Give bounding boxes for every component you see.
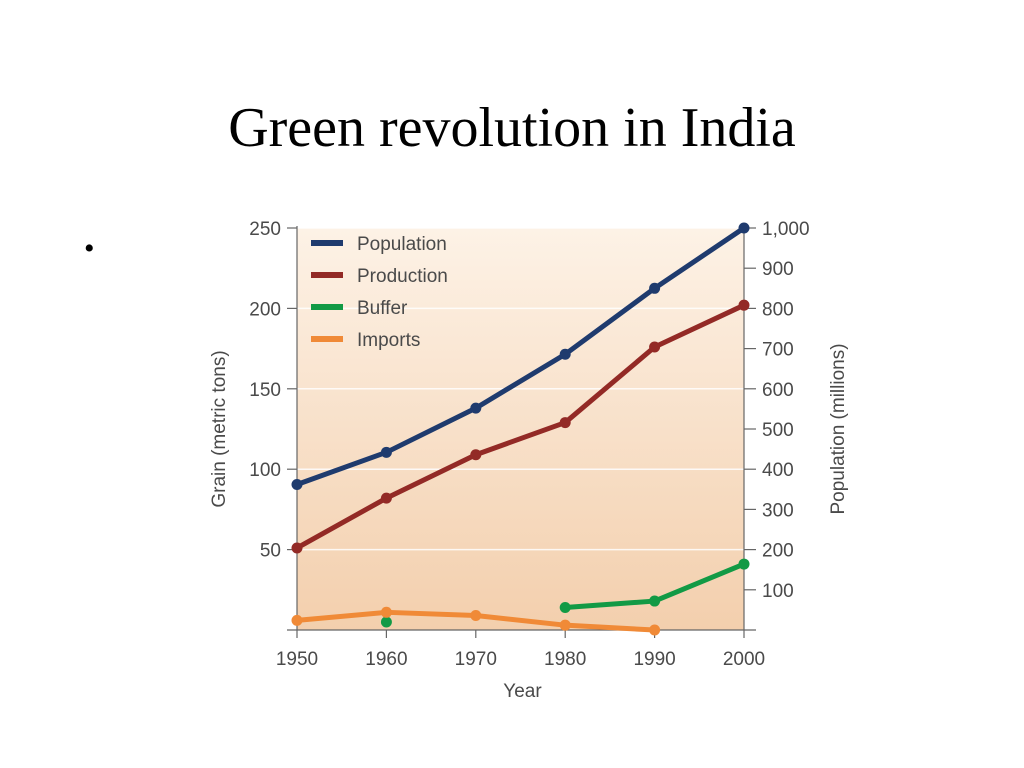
series-line-production xyxy=(294,302,747,551)
y-right-tick-label: 600 xyxy=(762,380,794,401)
x-tick-label: 1960 xyxy=(365,649,407,670)
y-right-tick-label: 900 xyxy=(762,259,794,280)
y-right-tick-label: 700 xyxy=(762,340,794,361)
data-point-production xyxy=(470,449,482,461)
data-point-production xyxy=(738,299,750,311)
data-point-imports xyxy=(291,614,303,626)
y-right-tick-label: 100 xyxy=(762,581,794,602)
data-point-population xyxy=(291,478,303,490)
data-point-production xyxy=(291,542,303,554)
data-point-population xyxy=(380,446,392,458)
x-tick-label: 1990 xyxy=(633,649,675,670)
plot-background xyxy=(297,228,744,630)
data-point-imports xyxy=(470,610,482,622)
y-left-tick-label: 250 xyxy=(249,219,281,240)
y-right-tick-label: 200 xyxy=(762,541,794,562)
x-tick-label: 1950 xyxy=(276,649,318,670)
data-point-buffer xyxy=(738,558,750,570)
data-point-population xyxy=(470,402,482,414)
legend-label-population: Population xyxy=(357,234,447,255)
data-point-buffer xyxy=(649,595,661,607)
data-point-population xyxy=(738,222,750,234)
y-left-tick-label: 200 xyxy=(249,299,281,320)
data-point-imports xyxy=(649,624,661,636)
data-point-imports xyxy=(559,619,571,631)
y-right-tick-label: 1,000 xyxy=(762,219,810,240)
x-axis-title: Year xyxy=(503,681,542,702)
data-point-production xyxy=(559,417,571,429)
x-tick-label: 1980 xyxy=(544,649,586,670)
slide-title: Green revolution in India xyxy=(228,97,796,159)
y-left-tick-label: 100 xyxy=(249,460,281,481)
bullet-point: • xyxy=(84,232,95,265)
y-right-tick-label: 300 xyxy=(762,500,794,521)
data-point-buffer xyxy=(380,616,392,628)
y-right-tick-label: 500 xyxy=(762,420,794,441)
data-point-population xyxy=(559,348,571,360)
y-left-tick-label: 150 xyxy=(249,380,281,401)
y-right-tick-label: 400 xyxy=(762,460,794,481)
data-point-production xyxy=(649,341,661,353)
y-left-tick-label: 50 xyxy=(260,541,281,562)
data-point-buffer xyxy=(559,601,571,613)
legend-label-production: Production xyxy=(357,266,448,287)
y-right-axis-title: Population (millions) xyxy=(828,343,849,514)
legend-label-imports: Imports xyxy=(357,330,420,351)
x-tick-label: 2000 xyxy=(723,649,765,670)
y-left-axis-title: Grain (metric tons) xyxy=(209,350,230,507)
data-point-population xyxy=(649,282,661,294)
series-line-population xyxy=(294,225,747,487)
data-point-imports xyxy=(380,606,392,618)
y-right-tick-label: 800 xyxy=(762,299,794,320)
data-point-production xyxy=(380,492,392,504)
x-tick-label: 1970 xyxy=(455,649,497,670)
legend-label-buffer: Buffer xyxy=(357,298,408,319)
